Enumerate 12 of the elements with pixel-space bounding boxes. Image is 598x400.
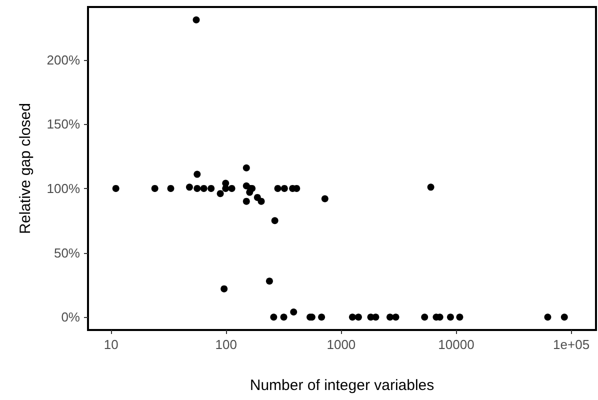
x-axis-title: Number of integer variables bbox=[250, 377, 434, 394]
x-tick-label: 100 bbox=[215, 337, 237, 352]
y-axis-title: Relative gap closed bbox=[17, 103, 34, 234]
x-tick-label: 1e+05 bbox=[553, 337, 590, 352]
y-tick-label: 200% bbox=[46, 52, 80, 68]
y-tick-label: 150% bbox=[46, 116, 80, 132]
y-tick-label: 50% bbox=[54, 245, 80, 260]
x-tick-label: 10 bbox=[104, 337, 118, 352]
y-tick-label: 100% bbox=[46, 180, 80, 196]
x-tick-label: 10000 bbox=[438, 337, 474, 352]
y-tick-label: 0% bbox=[61, 310, 80, 325]
x-tick-label: 1000 bbox=[326, 337, 356, 352]
